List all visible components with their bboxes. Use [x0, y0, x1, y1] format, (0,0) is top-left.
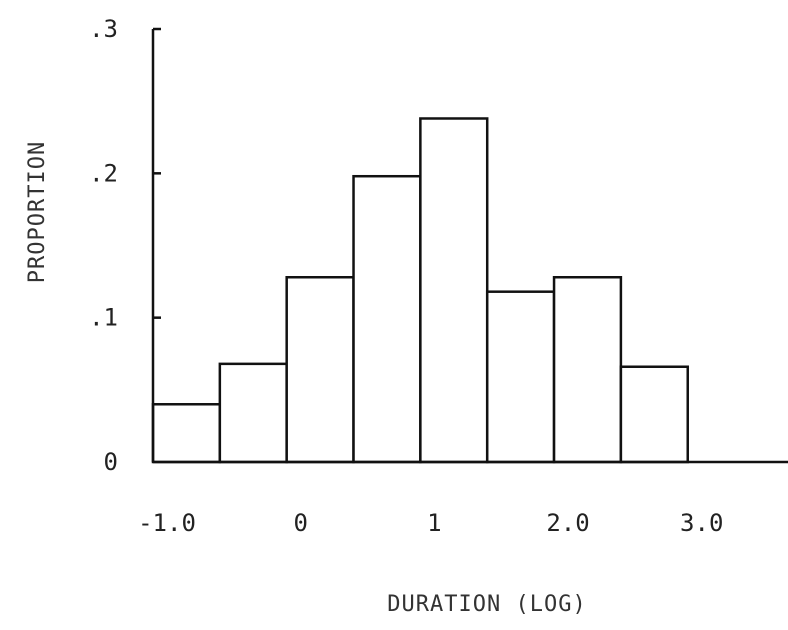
x-tick-label: 0 — [293, 509, 307, 537]
histogram-bar — [621, 367, 688, 462]
y-tick-label: .1 — [89, 304, 118, 332]
x-tick-label: -1.0 — [138, 509, 196, 537]
y-tick-label: .2 — [89, 159, 118, 187]
histogram-bar — [354, 176, 421, 462]
histogram-bar — [220, 364, 287, 462]
x-axis-title: DURATION (LOG) — [387, 592, 586, 617]
histogram-bar — [487, 292, 554, 462]
histogram-bar — [153, 404, 220, 462]
y-axis-title: PROPORTION — [25, 141, 50, 283]
bars-layer — [153, 118, 688, 462]
y-tick-label: .3 — [89, 15, 118, 43]
x-tick-label: 3.0 — [680, 509, 723, 537]
histogram-bar — [287, 277, 354, 462]
x-tick-label: 1 — [427, 509, 441, 537]
histogram-bar — [420, 118, 487, 462]
x-tick-label: 2.0 — [546, 509, 589, 537]
y-tick-label: 0 — [104, 448, 118, 476]
histogram-bar — [554, 277, 621, 462]
